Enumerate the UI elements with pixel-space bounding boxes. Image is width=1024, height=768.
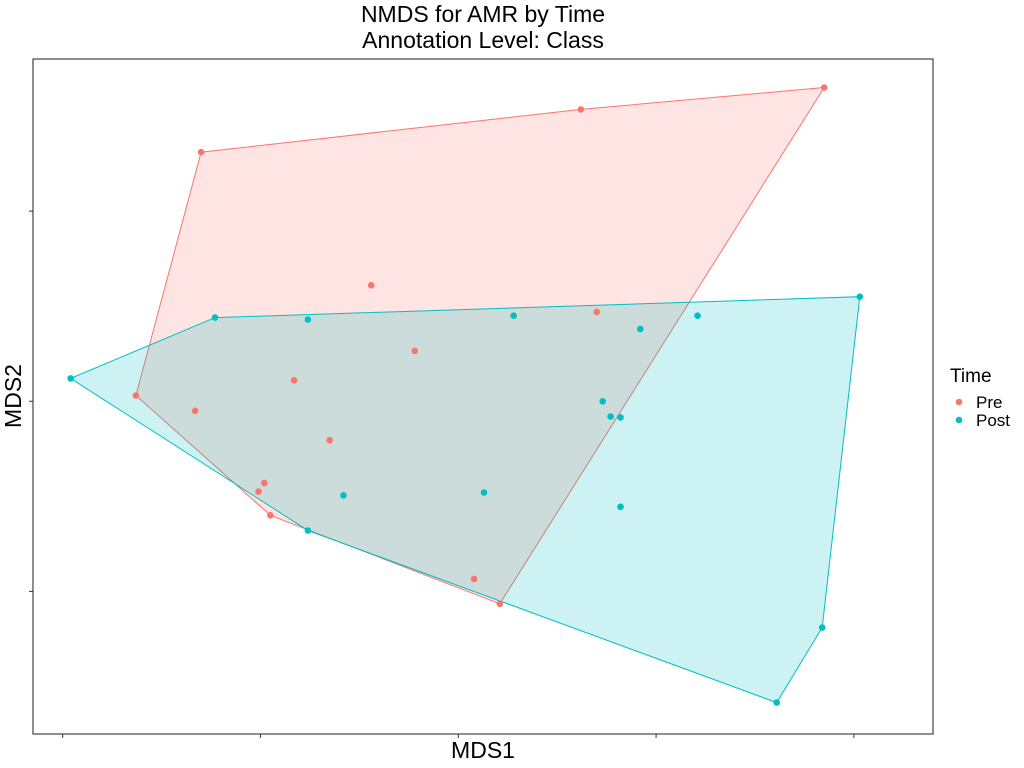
legend-label-pre: Pre bbox=[976, 393, 1002, 412]
axis-ticks bbox=[29, 210, 855, 738]
point-post bbox=[340, 492, 347, 499]
point-pre bbox=[593, 308, 600, 316]
point-post bbox=[599, 398, 606, 405]
legend-key-post bbox=[955, 416, 963, 424]
point-post bbox=[304, 316, 312, 323]
legend-label-post: Post bbox=[976, 411, 1010, 430]
legend-title: Time bbox=[950, 366, 992, 387]
point-pre bbox=[255, 488, 262, 495]
hull-post bbox=[69, 296, 861, 704]
point-pre bbox=[261, 479, 268, 487]
point-post bbox=[637, 325, 644, 333]
point-post bbox=[773, 699, 780, 706]
point-post bbox=[67, 375, 74, 382]
point-post bbox=[211, 314, 219, 321]
point-post bbox=[510, 312, 517, 320]
legend-key-pre bbox=[955, 398, 963, 406]
point-pre bbox=[496, 600, 504, 608]
x-axis-title: MDS1 bbox=[451, 737, 515, 763]
plot-panel-border bbox=[32, 58, 934, 735]
point-post bbox=[818, 624, 826, 631]
point-post bbox=[694, 312, 701, 320]
point-pre bbox=[191, 407, 199, 415]
point-post bbox=[480, 489, 488, 496]
point-post bbox=[617, 503, 624, 511]
point-pre bbox=[820, 84, 828, 91]
chart-subtitle: Annotation Level: Class bbox=[362, 27, 604, 53]
point-pre bbox=[267, 512, 274, 519]
point-pre bbox=[470, 575, 478, 583]
chart-title: NMDS for AMR by Time bbox=[361, 1, 605, 27]
point-pre bbox=[367, 282, 375, 289]
hull-layer bbox=[69, 86, 861, 704]
point-pre bbox=[411, 347, 419, 355]
point-post bbox=[856, 293, 864, 301]
y-axis-title: MDS2 bbox=[0, 364, 26, 428]
point-pre bbox=[290, 377, 298, 384]
point-post bbox=[304, 527, 312, 534]
point-pre bbox=[326, 436, 334, 444]
point-post bbox=[617, 414, 624, 421]
point-layer bbox=[67, 84, 864, 706]
point-pre bbox=[197, 148, 205, 156]
point-pre bbox=[577, 106, 585, 113]
point-post bbox=[607, 413, 614, 420]
point-pre bbox=[132, 392, 140, 399]
